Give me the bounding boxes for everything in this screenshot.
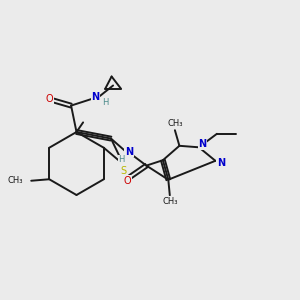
Text: CH₃: CH₃ — [167, 119, 183, 128]
Text: H: H — [102, 98, 108, 107]
Text: H: H — [118, 155, 125, 164]
Text: N: N — [125, 147, 133, 157]
Text: N: N — [217, 158, 225, 168]
Text: O: O — [124, 176, 131, 186]
Text: S: S — [121, 166, 127, 176]
Text: N: N — [91, 92, 99, 102]
Text: N: N — [198, 139, 207, 149]
Text: O: O — [46, 94, 53, 104]
Text: CH₃: CH₃ — [162, 197, 178, 206]
Text: CH₃: CH₃ — [7, 176, 23, 185]
